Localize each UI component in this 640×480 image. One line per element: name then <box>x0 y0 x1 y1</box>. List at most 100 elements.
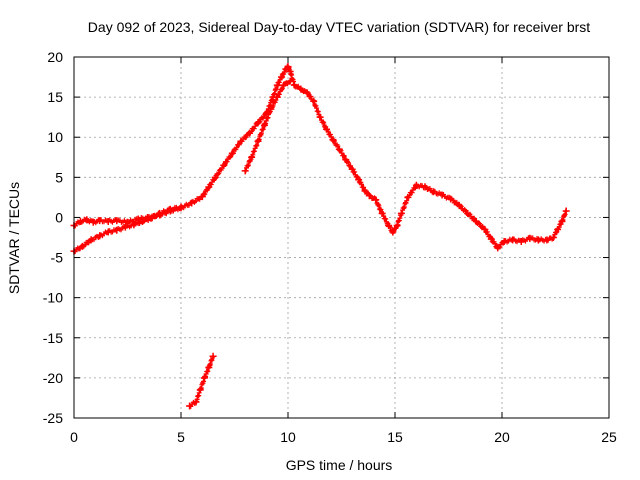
data-point <box>278 73 286 81</box>
series-track-main <box>70 63 570 252</box>
data-point <box>430 188 438 196</box>
x-tick-label: 25 <box>601 429 617 445</box>
data-point <box>348 165 356 173</box>
data-point <box>447 195 455 203</box>
data-point <box>186 402 194 410</box>
x-axis-label: GPS time / hours <box>286 457 393 473</box>
data-point <box>177 203 185 211</box>
data-point <box>211 173 219 181</box>
data-point <box>83 216 91 224</box>
data-point <box>130 221 138 229</box>
y-tick-label: 15 <box>47 89 63 105</box>
data-point <box>254 137 262 145</box>
y-tick-label: -15 <box>43 330 63 346</box>
data-point <box>192 398 200 406</box>
chart-title: Day 092 of 2023, Sidereal Day-to-day VTE… <box>88 19 590 35</box>
y-tick-label: -5 <box>51 250 64 266</box>
data-point <box>361 187 369 195</box>
data-point <box>393 221 401 229</box>
data-point <box>487 235 495 243</box>
y-axis-label: SDTVAR / TECUs <box>6 182 22 294</box>
data-point <box>526 234 534 242</box>
data-points <box>70 63 570 410</box>
data-point <box>329 136 337 144</box>
data-point <box>549 234 557 241</box>
y-tick-label: -10 <box>43 290 63 306</box>
data-point <box>237 137 245 145</box>
data-point <box>267 105 275 113</box>
plot-frame <box>73 56 610 419</box>
y-tick-label: 5 <box>55 169 63 185</box>
data-point <box>500 238 508 246</box>
data-point <box>464 209 472 217</box>
data-point <box>280 81 288 89</box>
data-point <box>220 161 228 169</box>
data-point <box>372 196 380 204</box>
data-point <box>166 205 174 213</box>
data-point <box>124 218 131 226</box>
data-point <box>335 145 343 153</box>
data-point <box>378 209 386 217</box>
grid-lines <box>74 57 609 418</box>
data-point <box>397 209 405 217</box>
data-point <box>156 209 164 217</box>
data-point <box>209 352 217 360</box>
data-point <box>89 218 97 226</box>
data-point <box>323 125 331 133</box>
series-track-low <box>186 352 217 410</box>
data-point <box>421 183 429 191</box>
x-tick-label: 0 <box>70 429 78 445</box>
data-point <box>113 226 121 234</box>
data-point <box>297 85 305 93</box>
data-point <box>562 207 570 215</box>
data-point <box>241 167 249 175</box>
data-point <box>365 192 373 200</box>
data-point <box>558 217 566 225</box>
series-track-secondary <box>70 203 185 255</box>
data-point <box>543 236 551 244</box>
x-tick-label: 20 <box>494 429 510 445</box>
data-point <box>147 214 155 222</box>
data-point <box>284 63 292 71</box>
data-point <box>248 153 256 161</box>
y-tick-label: -20 <box>43 370 63 386</box>
data-point <box>245 129 253 137</box>
data-point <box>138 217 146 225</box>
data-point <box>517 238 525 246</box>
data-point <box>104 217 112 225</box>
data-point <box>494 244 502 252</box>
x-tick-label: 10 <box>280 429 296 445</box>
data-point <box>273 81 281 89</box>
data-point <box>385 221 393 229</box>
data-point <box>455 201 463 209</box>
data-point <box>205 363 213 371</box>
data-point <box>509 236 517 244</box>
data-point <box>316 113 324 121</box>
x-tick-label: 15 <box>387 429 403 445</box>
data-point <box>121 223 129 231</box>
data-point <box>113 217 121 225</box>
data-point <box>254 119 262 127</box>
data-point <box>389 228 397 236</box>
data-point <box>79 242 87 250</box>
y-tick-label: 20 <box>47 49 63 65</box>
data-point <box>290 81 298 89</box>
axis-ticks: 0 5 10 15 20 25 -25 -20 -15 -10 -5 0 5 10 15 20 <box>43 49 617 445</box>
data-point <box>196 386 204 394</box>
data-point <box>198 193 206 201</box>
data-point <box>87 236 95 244</box>
data-point <box>286 77 294 85</box>
data-point <box>534 236 542 244</box>
data-point <box>96 232 104 240</box>
x-tick-label: 5 <box>177 429 185 445</box>
data-point <box>228 149 236 157</box>
data-point <box>472 217 480 225</box>
y-tick-label: -25 <box>43 410 63 426</box>
data-point <box>205 183 213 191</box>
data-point <box>104 228 112 236</box>
y-tick-label: 10 <box>47 129 63 145</box>
data-point <box>286 67 294 75</box>
data-point <box>404 193 412 201</box>
data-point <box>188 199 196 207</box>
